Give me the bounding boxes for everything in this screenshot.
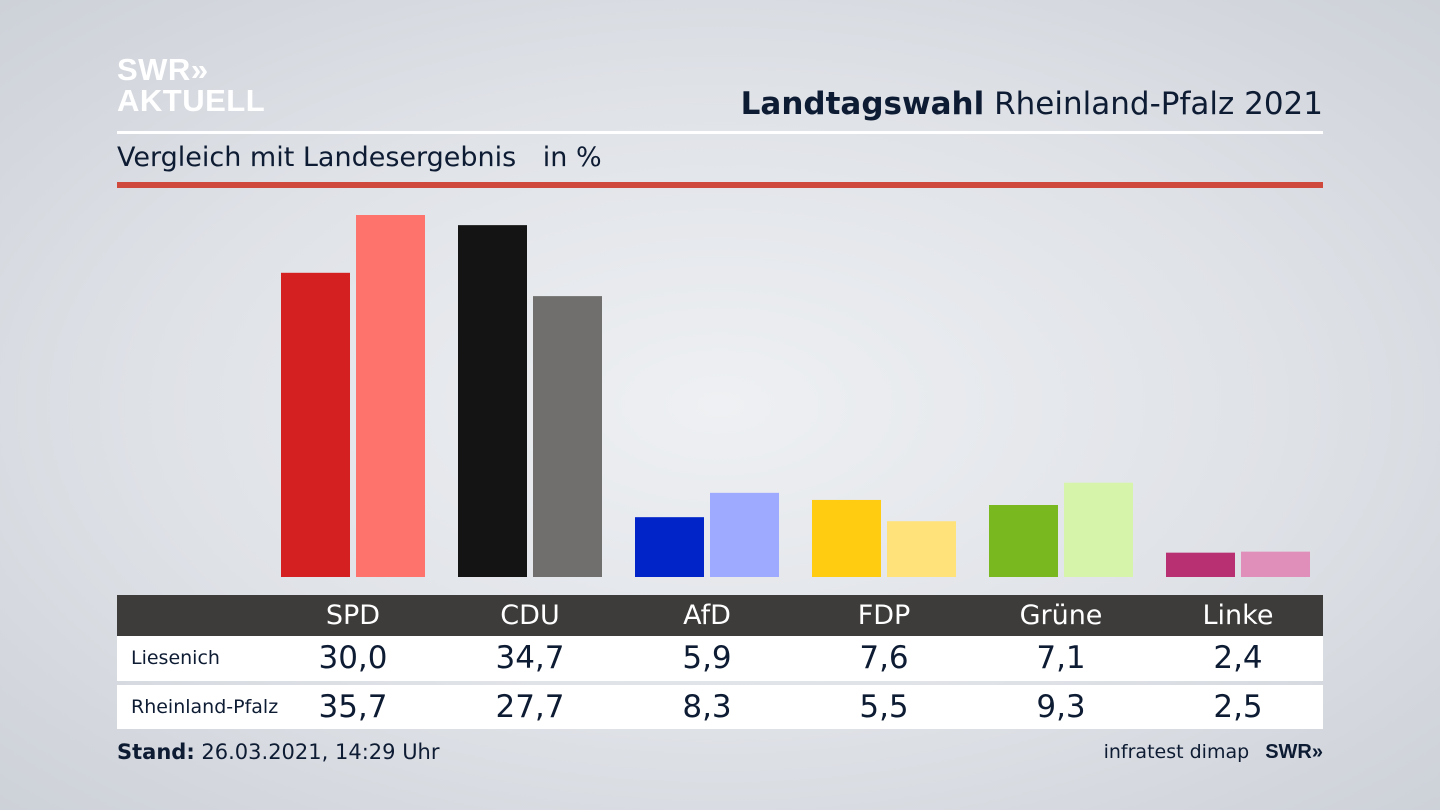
bar-spd-liesenich [281,272,350,577]
bar-cdu-liesenich [458,225,527,577]
bar-spd-rheinland-pfalz [356,215,425,577]
column-header-linke: Linke [1202,600,1274,631]
source-credit: infratest dimap SWR» [1104,741,1323,764]
value-label-gruene: 9,3 [1036,689,1086,725]
table-row-rheinland-pfalz: Rheinland-Pfalz 35,7 27,7 8,3 5,5 9,3 2,5 [117,685,1323,729]
value-label-gruene: 7,1 [1036,640,1086,676]
column-header-cdu: CDU [500,600,560,631]
bar-gruene-rheinland-pfalz [1064,482,1133,577]
table-header: SPD CDU AfD FDP Grüne Linke [117,595,1323,636]
value-label-afd: 5,9 [682,640,732,676]
value-label-cdu: 34,7 [495,640,565,676]
chart-subtitle: Vergleich mit Landesergebnis in % [117,142,602,173]
subtitle-text: Vergleich mit Landesergebnis [117,142,517,173]
bar-linke-liesenich [1166,552,1235,577]
swr-footer-logo: SWR» [1265,741,1323,763]
title-rest: Rheinland-Pfalz 2021 [994,86,1323,122]
column-header-afd: AfD [683,600,731,631]
column-header-spd: SPD [325,600,381,631]
row-label-rheinland-pfalz: Rheinland-Pfalz [131,696,279,718]
logo-line-1: SWR» [117,52,209,87]
value-label-linke: 2,5 [1213,689,1263,725]
chart-title: Landtagswahl Rheinland-Pfalz 2021 [741,86,1323,122]
subtitle-rule [117,182,1323,188]
stand-value: 26.03.2021, 14:29 Uhr [201,740,440,764]
swr-aktuell-logo: SWR» AKTUELL [117,54,265,116]
logo-line-2: AKTUELL [117,83,266,118]
bar-cdu-rheinland-pfalz [533,296,602,577]
value-label-linke: 2,4 [1213,640,1263,676]
unit-label: in % [542,142,602,173]
value-label-spd: 35,7 [318,689,388,725]
source-text: infratest dimap [1103,741,1250,763]
bar-afd-rheinland-pfalz [710,492,779,577]
bar-linke-rheinland-pfalz [1241,551,1310,577]
results-table: SPD CDU AfD FDP Grüne Linke Liesenich 30,0 34,… [117,595,1323,729]
column-header-gruene: Grüne [1019,600,1103,631]
bar-chart [281,215,1310,577]
value-label-fdp: 7,6 [859,640,909,676]
timestamp: Stand: 26.03.2021, 14:29 Uhr [117,740,440,764]
bar-gruene-liesenich [989,505,1058,577]
stand-label: Stand: [117,740,195,764]
value-label-spd: 30,0 [318,640,388,676]
bar-afd-liesenich [635,517,704,577]
value-label-cdu: 27,7 [495,689,565,725]
value-label-afd: 8,3 [682,689,732,725]
column-header-fdp: FDP [857,600,911,631]
value-label-fdp: 5,5 [859,689,909,725]
bar-fdp-liesenich [812,499,881,577]
title-bold: Landtagswahl [740,86,985,122]
title-rule [117,131,1323,134]
bar-fdp-rheinland-pfalz [887,521,956,577]
row-label-liesenich: Liesenich [131,647,220,669]
table-row-liesenich: Liesenich 30,0 34,7 5,9 7,6 7,1 2,4 [117,636,1323,681]
